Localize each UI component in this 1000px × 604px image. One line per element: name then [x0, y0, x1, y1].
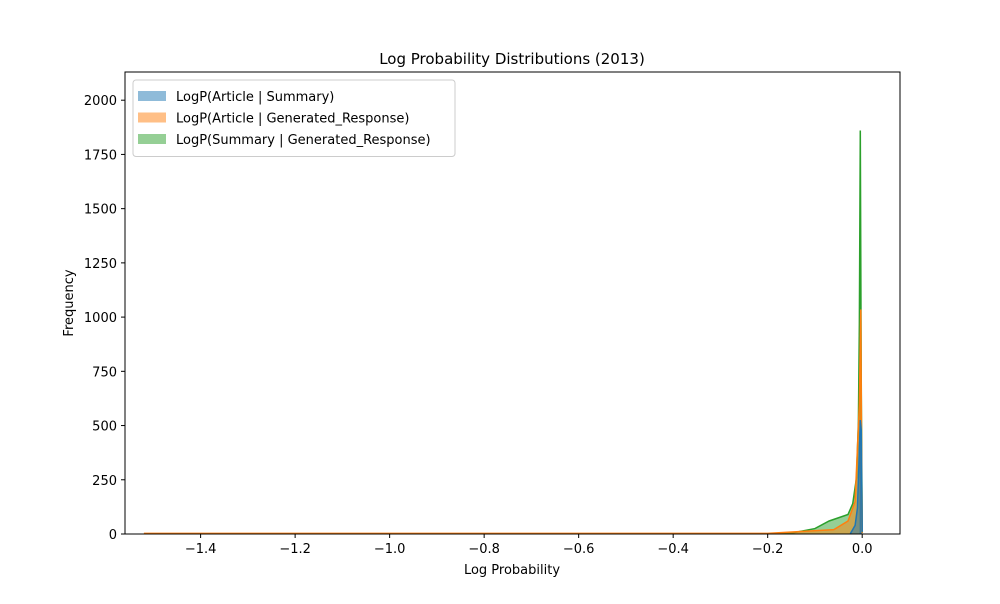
y-tick-label: 1250	[84, 257, 117, 272]
legend: LogP(Article | Summary) LogP(Article | Ge…	[132, 79, 456, 157]
x-tick-label: −0.2	[752, 542, 784, 557]
legend-box	[132, 79, 456, 157]
x-tick-label: −1.0	[374, 542, 406, 557]
kde-line-series-2	[143, 309, 863, 535]
legend-label-series-2: LogP(Article | Generated_Response)	[176, 112, 409, 127]
y-tick-label: 1750	[84, 148, 117, 163]
x-tick-label: −0.8	[468, 542, 500, 557]
x-tick-label: 0.0	[852, 542, 873, 557]
y-axis-label: Frequency	[62, 269, 77, 336]
y-tick-label: 750	[92, 365, 117, 380]
y-tick-label: 2000	[84, 94, 117, 109]
legend-label-series-3: LogP(Summary | Generated_Response)	[176, 133, 431, 148]
y-tick-label: 0	[109, 528, 117, 543]
histogram-area-series-3	[767, 130, 863, 534]
kde-line-series-3	[767, 130, 863, 535]
legend-swatch-series-3	[138, 134, 166, 144]
x-tick-label: −1.4	[185, 542, 217, 557]
legend-swatch-series-1	[138, 91, 166, 101]
y-tick-label: 1500	[84, 203, 117, 218]
x-tick-label: −0.6	[563, 542, 595, 557]
x-axis-label: Log Probability	[464, 563, 560, 578]
y-tick-label: 500	[92, 420, 117, 435]
y-tick-label: 1000	[84, 311, 117, 326]
kde-line-series-1	[849, 420, 863, 534]
legend-label-series-1: LogP(Article | Summary)	[176, 90, 334, 105]
chart-title: Log Probability Distributions (2013)	[379, 50, 645, 68]
histogram-area-series-1	[850, 420, 863, 534]
x-tick-label: −1.2	[279, 542, 311, 557]
legend-swatch-series-2	[138, 112, 166, 123]
x-tick-label: −0.4	[657, 542, 689, 557]
histogram-area-series-2	[143, 309, 863, 534]
plot-frame	[124, 71, 901, 535]
y-tick-label: 250	[92, 474, 117, 489]
